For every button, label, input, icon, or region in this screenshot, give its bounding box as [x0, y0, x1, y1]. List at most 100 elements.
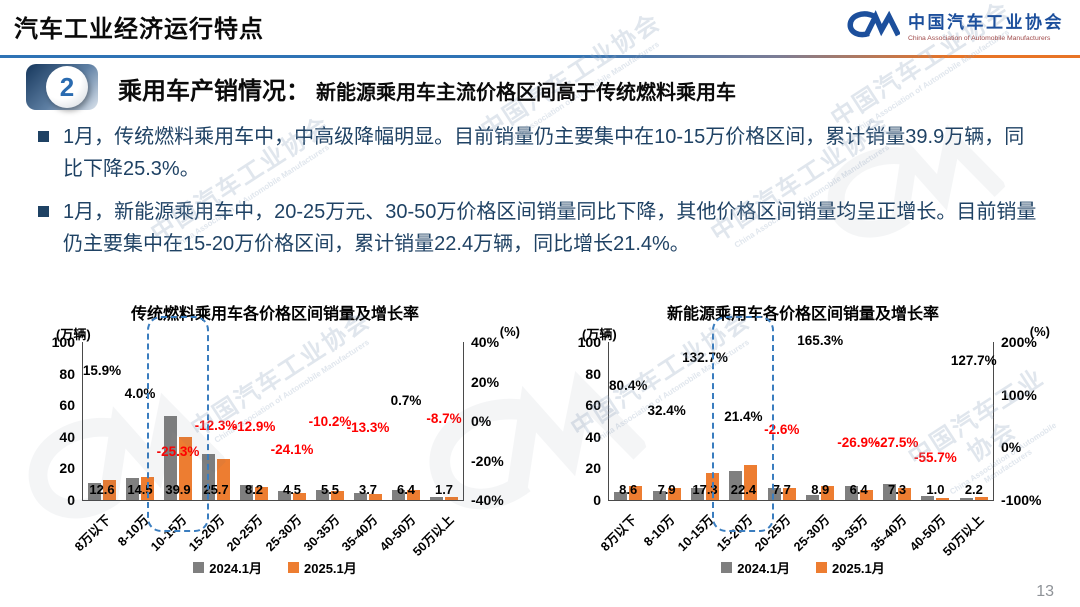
- x-axis-label: 50万以上: [940, 512, 987, 559]
- bar-value-label: 22.4: [730, 482, 757, 497]
- legend-swatch: [193, 561, 205, 573]
- section-heading-sub: 新能源乘用车主流价格区间高于传统燃料乘用车: [316, 82, 736, 104]
- bar-2024.1月: [883, 484, 897, 500]
- bar-value-label: 1.0: [926, 482, 945, 497]
- growth-rate-label: -12.3%: [194, 418, 238, 434]
- bar-2024.1月: [652, 490, 666, 500]
- bullet-square-icon: [38, 131, 49, 142]
- x-axis-label: 35-40万: [339, 512, 381, 554]
- bar-2025.1月: [217, 459, 230, 500]
- highlight-box: [147, 316, 209, 532]
- bar-2024.1月: [844, 486, 858, 500]
- y-axis-tick-label: 40: [59, 428, 75, 445]
- y-axis-tick-label: 0: [593, 492, 601, 508]
- chart-legend: 2024.1月 2025.1月: [556, 557, 1050, 577]
- bar-group: 25.7: [197, 342, 235, 500]
- bar-2025.1月: [103, 480, 116, 500]
- bar-2025.1月: [744, 464, 758, 500]
- x-axis-label: 30-35万: [829, 512, 871, 554]
- bar-group: 8.9: [801, 342, 839, 500]
- secondary-axis-tick-label: 20%: [471, 373, 500, 390]
- legend-swatch: [816, 561, 827, 573]
- legend-label: 2024.1月: [737, 560, 790, 576]
- x-axis-label: 25-30万: [262, 512, 305, 554]
- bar-2025.1月: [255, 487, 268, 500]
- bar-2024.1月: [164, 415, 177, 500]
- growth-rate-label: -10.2%: [308, 414, 352, 430]
- bar-group: 1.7: [425, 342, 463, 500]
- bar-2025.1月: [445, 497, 458, 500]
- bullet-square-icon: [38, 206, 49, 217]
- growth-rate-label: 32.4%: [647, 403, 686, 419]
- cm-logo-icon: [847, 10, 900, 38]
- logo-name-en: China Association of Automobile Manufact…: [908, 35, 1051, 42]
- y-axis-tick-label: 60: [585, 397, 601, 414]
- section-number-badge: 2: [46, 66, 88, 108]
- bar-2024.1月: [614, 492, 628, 500]
- bar-value-label: 25.7: [203, 482, 229, 497]
- bullet-item: 1月，新能源乘用车中，20-25万元、30-50万价格区间销量同比下降，其他价格…: [38, 196, 1043, 260]
- bar-group: 5.5: [311, 342, 349, 500]
- y-axis-tick-label: 20: [59, 460, 75, 477]
- bar-group: 1.0: [916, 342, 954, 500]
- bar-2024.1月: [354, 493, 367, 500]
- legend-label: 2024.1月: [209, 560, 262, 576]
- legend-item: 2024.1月: [721, 558, 790, 577]
- axis-units: (万辆) (%): [556, 324, 1050, 342]
- bar-2025.1月: [821, 485, 835, 500]
- growth-rate-label: -8.7%: [426, 411, 462, 427]
- bar-group: 4.5: [273, 342, 311, 500]
- bar-2025.1月: [974, 496, 988, 500]
- bar-group: 8.6: [609, 342, 647, 500]
- left-axis-unit: (万辆): [56, 327, 91, 342]
- bullet-item: 1月，传统燃料乘用车中，中高级降幅明显。目前销量仍主要集中在10-15万价格区间…: [38, 121, 1043, 185]
- bar-2025.1月: [898, 488, 912, 500]
- header-divider: [0, 55, 1080, 58]
- bar-group: 22.4: [724, 342, 762, 500]
- bar-value-label: 12.6: [89, 482, 115, 497]
- bar-value-label: 6.4: [396, 482, 416, 497]
- bar-2024.1月: [392, 489, 405, 500]
- growth-rate-label: -13.3%: [346, 420, 390, 436]
- chart-legend: 2024.1月 2025.1月: [30, 557, 520, 577]
- growth-rate-label: -25.3%: [156, 443, 200, 459]
- bars-row: 8.6 7.9 17.3 22.4 7.7 8.9 6.4 7.3 1.0 2.2: [609, 342, 993, 500]
- x-axis-label: 8万以下: [597, 512, 640, 554]
- bar-2024.1月: [126, 478, 139, 500]
- secondary-axis-tick-label: 200%: [1001, 334, 1037, 350]
- y-axis-tick-label: 60: [59, 397, 75, 414]
- bar-group: 6.4: [387, 342, 425, 500]
- growth-rate-label: -12.9%: [232, 419, 276, 435]
- x-axis-label: 30-35万: [300, 512, 343, 554]
- bar-value-label: 7.3: [888, 482, 907, 497]
- x-axis-labels: 8万以下 8-10万 10-15万 15-20万 20-25万 25-30万 30-35万 3…: [72, 501, 464, 559]
- bar-2024.1月: [88, 482, 101, 500]
- right-axis-unit: (%): [499, 324, 520, 339]
- bar-2025.1月: [782, 487, 796, 500]
- growth-rate-label: 21.4%: [724, 409, 763, 425]
- bar-value-label: 3.7: [358, 482, 378, 497]
- section-heading: 乘用车产销情况： 新能源乘用车主流价格区间高于传统燃料乘用车: [118, 71, 736, 106]
- bar-group: 7.7: [763, 342, 801, 500]
- bar-value-label: 8.6: [619, 482, 638, 497]
- page-title: 汽车工业经济运行特点: [14, 16, 264, 43]
- bar-2025.1月: [859, 489, 873, 500]
- bar-value-label: 4.5: [282, 482, 302, 497]
- logo-name-cn: 中国汽车工业协会: [908, 13, 1064, 32]
- page-number: 13: [1036, 583, 1054, 600]
- growth-rate-label: -27.5%: [875, 434, 919, 450]
- y-axis-tick-label: 100: [577, 334, 601, 350]
- bar-group: 7.3: [878, 342, 916, 500]
- bar-2025.1月: [936, 498, 950, 500]
- bar-2025.1月: [293, 492, 306, 500]
- bar-group: 7.9: [647, 342, 685, 500]
- bullet-text: 1月，传统燃料乘用车中，中高级降幅明显。目前销量仍主要集中在10-15万价格区间…: [63, 126, 1025, 180]
- secondary-axis-tick-label: 100%: [1001, 386, 1037, 403]
- secondary-axis-tick-label: -20%: [471, 452, 504, 469]
- bar-value-label: 7.9: [657, 482, 676, 497]
- x-axis-label: 8万以下: [71, 512, 114, 554]
- legend-swatch: [288, 561, 299, 573]
- x-axis-label: 10-15万: [675, 512, 717, 554]
- bar-2024.1月: [691, 488, 705, 500]
- growth-rate-label: -55.7%: [914, 449, 957, 465]
